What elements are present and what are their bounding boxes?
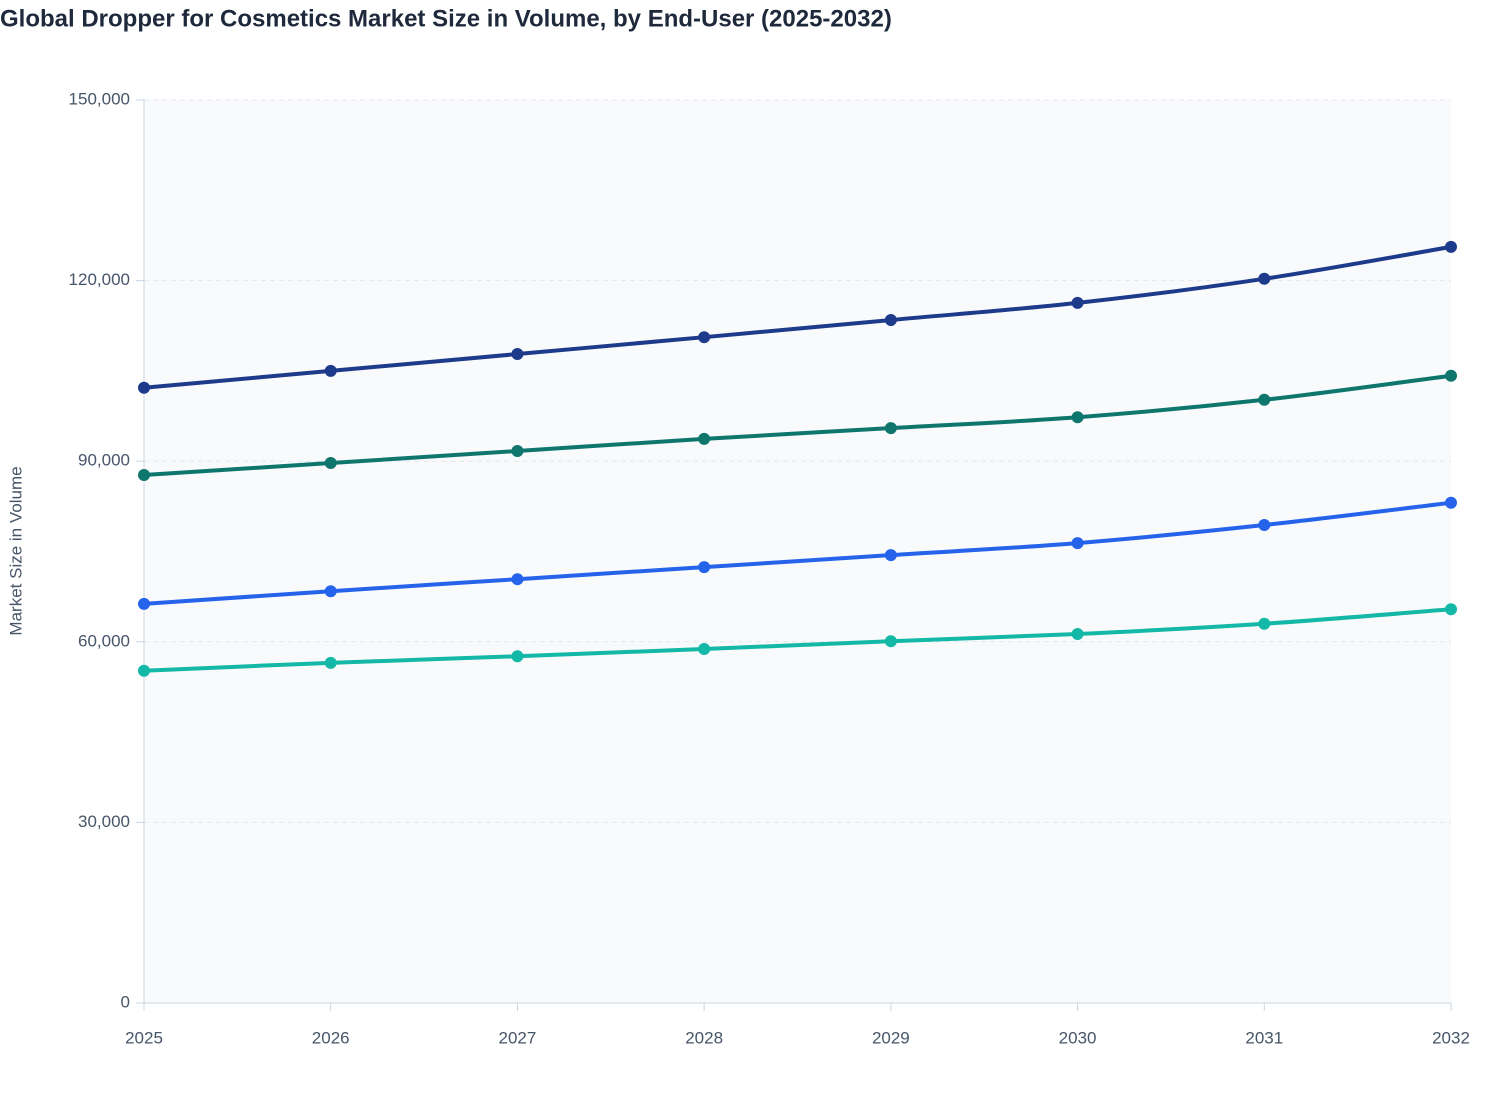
data-point bbox=[138, 469, 150, 482]
y-tick-label: 30,000 bbox=[78, 812, 130, 831]
data-point bbox=[138, 597, 150, 610]
data-point bbox=[1258, 393, 1271, 406]
data-point bbox=[511, 650, 524, 663]
data-point bbox=[698, 643, 711, 656]
series-line bbox=[143, 244, 1452, 390]
plot-area bbox=[144, 100, 1451, 1003]
series-line bbox=[143, 373, 1452, 478]
x-tick-label: 2027 bbox=[499, 1028, 537, 1047]
y-tick-label: 0 bbox=[121, 992, 130, 1011]
data-point bbox=[1258, 519, 1271, 532]
y-axis-label: Market Size in Volume bbox=[6, 466, 25, 635]
data-point bbox=[884, 635, 897, 648]
data-point bbox=[511, 573, 524, 586]
series-line bbox=[143, 500, 1452, 606]
data-point bbox=[1258, 272, 1271, 285]
data-point bbox=[511, 348, 524, 361]
data-point bbox=[1445, 240, 1457, 253]
data-point bbox=[698, 561, 711, 574]
data-point bbox=[1258, 617, 1271, 630]
data-point bbox=[324, 457, 337, 470]
data-point bbox=[324, 364, 337, 377]
x-tick-label: 2025 bbox=[125, 1028, 163, 1047]
data-point bbox=[1445, 369, 1457, 382]
data-point bbox=[1071, 296, 1084, 309]
x-tick-label: 2026 bbox=[312, 1028, 350, 1047]
data-point bbox=[884, 549, 897, 562]
x-tick-label: 2030 bbox=[1059, 1028, 1097, 1047]
y-tick-label: 90,000 bbox=[78, 451, 130, 470]
data-point bbox=[884, 422, 897, 435]
y-tick-label: 150,000 bbox=[69, 89, 130, 108]
series-line bbox=[143, 607, 1452, 673]
x-tick-label: 2032 bbox=[1432, 1028, 1470, 1047]
data-point bbox=[1445, 496, 1457, 509]
data-point bbox=[1071, 627, 1084, 640]
x-tick-label: 2031 bbox=[1245, 1028, 1283, 1047]
data-point bbox=[884, 314, 897, 327]
data-point bbox=[1071, 411, 1084, 424]
x-tick-label: 2028 bbox=[685, 1028, 723, 1047]
data-point bbox=[511, 444, 524, 457]
x-tick-label: 2029 bbox=[872, 1028, 910, 1047]
data-point bbox=[698, 432, 711, 445]
data-point bbox=[138, 664, 150, 677]
data-point bbox=[1445, 603, 1457, 616]
data-point bbox=[324, 656, 337, 669]
data-point bbox=[698, 331, 711, 344]
data-point bbox=[138, 381, 150, 394]
chart-title: Global Dropper for Cosmetics Market Size… bbox=[0, 5, 892, 32]
y-tick-label: 60,000 bbox=[78, 631, 130, 650]
data-point bbox=[324, 585, 337, 598]
y-tick-label: 120,000 bbox=[69, 270, 130, 289]
data-point bbox=[1071, 537, 1084, 550]
